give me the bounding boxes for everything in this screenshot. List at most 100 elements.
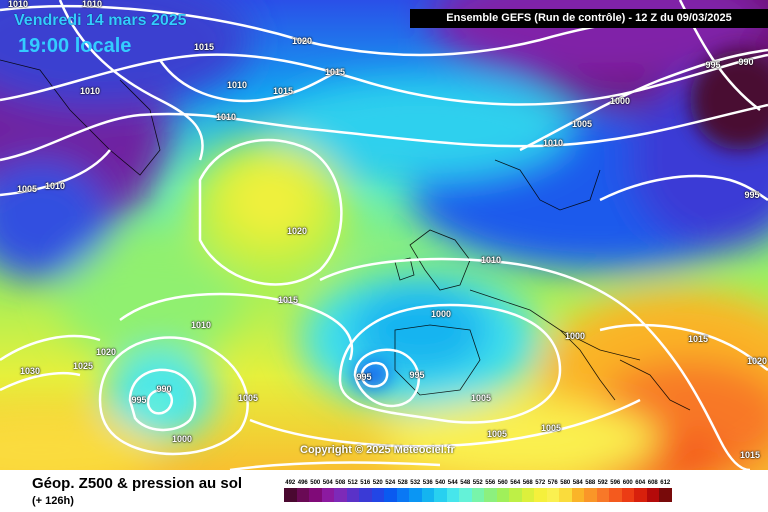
scale-tick-label: 536: [422, 480, 433, 486]
scale-step: 564: [509, 479, 522, 502]
scale-tick-label: 544: [447, 480, 458, 486]
isobar-label: 1025: [72, 361, 94, 371]
scale-step: 528: [396, 479, 409, 502]
scale-swatch: [409, 488, 422, 502]
isobar-label: 1005: [486, 429, 508, 439]
scale-swatch: [434, 488, 447, 502]
scale-tick-label: 556: [485, 480, 496, 486]
isobar-label: 995: [131, 395, 147, 405]
scale-swatch: [559, 488, 572, 502]
isobar-label: 1000: [171, 434, 193, 444]
scale-step: 548: [459, 479, 472, 502]
isobar-label: 995: [356, 372, 372, 382]
scale-tick-label: 584: [572, 480, 583, 486]
scale-swatch: [621, 488, 634, 502]
scale-step: 576: [546, 479, 559, 502]
scale-step: 516: [359, 479, 372, 502]
scale-step: 512: [346, 479, 359, 502]
scale-step: 596: [609, 479, 622, 502]
scale-swatch: [346, 488, 359, 502]
scale-tick-label: 500: [310, 480, 321, 486]
scale-tick-label: 504: [322, 480, 333, 486]
scale-swatch: [359, 488, 372, 502]
forecast-range: (+ 126h): [32, 495, 74, 507]
scale-tick-label: 492: [285, 480, 296, 486]
scale-step: 604: [634, 479, 647, 502]
isobar-label: 1015: [277, 295, 299, 305]
product-title: Géop. Z500 & pression au sol: [32, 475, 243, 492]
scale-step: 560: [496, 479, 509, 502]
scale-swatch: [634, 488, 647, 502]
scale-swatch: [321, 488, 334, 502]
isobar-label: 1015: [324, 67, 346, 77]
scale-tick-label: 508: [335, 480, 346, 486]
isobar-label: 1010: [79, 86, 101, 96]
isobar-label: 1015: [687, 334, 709, 344]
isobar-label: 1010: [480, 255, 502, 265]
scale-swatch: [334, 488, 347, 502]
scale-step: 572: [534, 479, 547, 502]
scale-swatch: [496, 488, 509, 502]
scale-step: 500: [309, 479, 322, 502]
isobar-label: 1000: [564, 331, 586, 341]
isobar-label: 1005: [540, 423, 562, 433]
scale-tick-label: 548: [460, 480, 471, 486]
scale-tick-label: 528: [397, 480, 408, 486]
scale-step: 524: [384, 479, 397, 502]
isobar-label: 1015: [193, 42, 215, 52]
scale-swatch: [446, 488, 459, 502]
isobar-label: 1020: [746, 356, 768, 366]
isobar-label: 1010: [81, 0, 103, 9]
scale-step: 592: [596, 479, 609, 502]
scale-swatch: [521, 488, 534, 502]
scale-tick-label: 604: [635, 480, 646, 486]
scale-step: 608: [646, 479, 659, 502]
isobar-label: 995: [705, 60, 721, 70]
scale-tick-label: 540: [435, 480, 446, 486]
scale-tick-label: 596: [610, 480, 621, 486]
scale-step: 552: [471, 479, 484, 502]
isobar-label: 1000: [430, 309, 452, 319]
isobar-label: 1000: [609, 96, 631, 106]
coastlines: [0, 59, 691, 411]
isobar-label: 1015: [272, 86, 294, 96]
scale-swatch: [571, 488, 584, 502]
scale-tick-label: 580: [560, 480, 571, 486]
scale-tick-label: 524: [385, 480, 396, 486]
scale-swatch: [534, 488, 547, 502]
scale-tick-label: 552: [472, 480, 483, 486]
isobar-label: 1010: [215, 112, 237, 122]
scale-swatch: [509, 488, 522, 502]
isobar-label: 1020: [286, 226, 308, 236]
scale-tick-label: 572: [535, 480, 546, 486]
scale-tick-label: 496: [297, 480, 308, 486]
scale-swatch: [384, 488, 397, 502]
scale-tick-label: 560: [497, 480, 508, 486]
scale-swatch: [659, 488, 672, 502]
scale-tick-label: 600: [622, 480, 633, 486]
isobar-label: 1010: [44, 181, 66, 191]
scale-tick-label: 532: [410, 480, 421, 486]
scale-tick-label: 520: [372, 480, 383, 486]
isobar-label: 1010: [190, 320, 212, 330]
isobar-label: 1005: [470, 393, 492, 403]
scale-swatch: [609, 488, 622, 502]
scale-step: 520: [371, 479, 384, 502]
scale-swatch: [584, 488, 597, 502]
scale-tick-label: 612: [660, 480, 671, 486]
scale-tick-label: 576: [547, 480, 558, 486]
isobar-label: 1010: [226, 80, 248, 90]
scale-swatch: [371, 488, 384, 502]
scale-swatch: [284, 488, 297, 502]
geopotential-field: [0, 0, 768, 470]
scale-step: 492: [284, 479, 297, 502]
scale-tick-label: 608: [647, 480, 658, 486]
scale-step: 508: [334, 479, 347, 502]
scale-tick-label: 592: [597, 480, 608, 486]
isobar-label: 1005: [16, 184, 38, 194]
isobar-label: 1020: [291, 36, 313, 46]
isobar-label: 1005: [237, 393, 259, 403]
scale-tick-label: 516: [360, 480, 371, 486]
scale-step: 544: [446, 479, 459, 502]
scale-step: 584: [571, 479, 584, 502]
